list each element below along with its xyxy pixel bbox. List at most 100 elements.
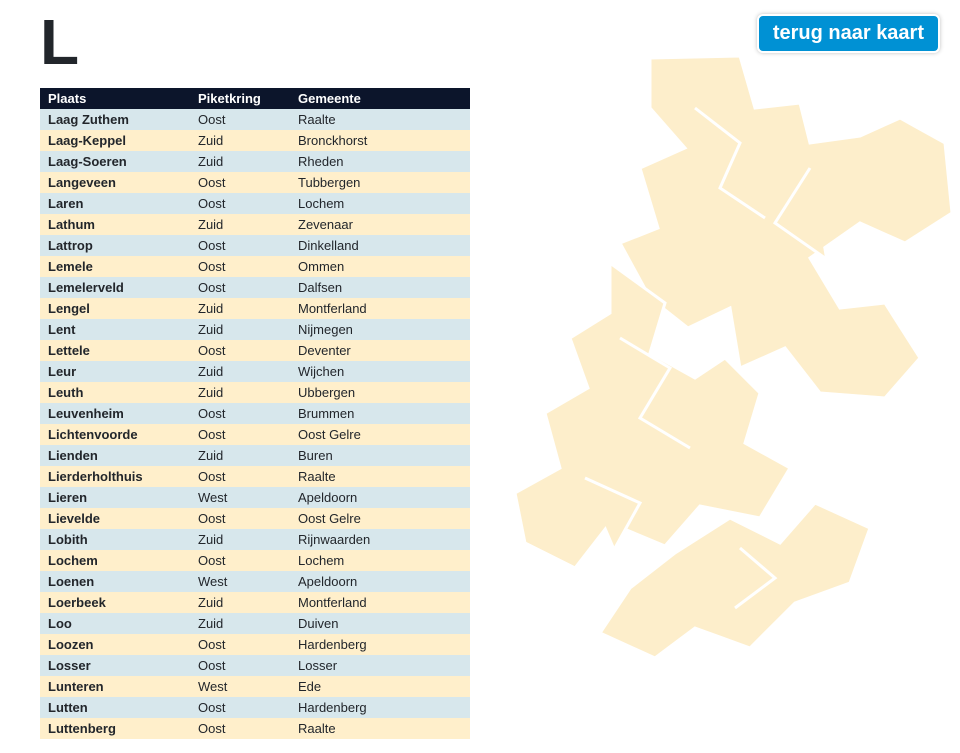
cell-gemeente: Losser [290, 655, 470, 676]
cell-gemeente: Ede [290, 676, 470, 697]
table-row: LangeveenOostTubbergen [40, 172, 470, 193]
page: L terug naar kaart Plaats Piketkring Gem… [0, 0, 960, 750]
cell-plaats: Lettele [40, 340, 190, 361]
cell-piketkring: Oost [190, 634, 290, 655]
map-svg [490, 48, 960, 748]
cell-piketkring: West [190, 487, 290, 508]
table-row: LunterenWestEde [40, 676, 470, 697]
cell-gemeente: Raalte [290, 718, 470, 739]
cell-gemeente: Lochem [290, 193, 470, 214]
table-row: LobithZuidRijnwaarden [40, 529, 470, 550]
cell-plaats: Lieren [40, 487, 190, 508]
cell-piketkring: Oost [190, 424, 290, 445]
back-to-map-button[interactable]: terug naar kaart [757, 14, 940, 53]
table-row: LentZuidNijmegen [40, 319, 470, 340]
places-table: Plaats Piketkring Gemeente Laag ZuthemOo… [40, 88, 470, 739]
cell-gemeente: Ubbergen [290, 382, 470, 403]
table-row: LemeleOostOmmen [40, 256, 470, 277]
cell-gemeente: Oost Gelre [290, 424, 470, 445]
col-piketkring: Piketkring [190, 88, 290, 109]
cell-plaats: Lathum [40, 214, 190, 235]
cell-gemeente: Lochem [290, 550, 470, 571]
cell-gemeente: Buren [290, 445, 470, 466]
cell-gemeente: Dinkelland [290, 235, 470, 256]
region-map [490, 48, 960, 748]
cell-piketkring: Zuid [190, 319, 290, 340]
cell-gemeente: Brummen [290, 403, 470, 424]
cell-gemeente: Montferland [290, 592, 470, 613]
cell-piketkring: Oost [190, 277, 290, 298]
cell-gemeente: Duiven [290, 613, 470, 634]
cell-plaats: Laag Zuthem [40, 109, 190, 130]
table-row: LeuthZuidUbbergen [40, 382, 470, 403]
col-plaats: Plaats [40, 88, 190, 109]
cell-plaats: Laag-Soeren [40, 151, 190, 172]
cell-gemeente: Bronckhorst [290, 130, 470, 151]
cell-piketkring: Zuid [190, 130, 290, 151]
table-row: LarenOostLochem [40, 193, 470, 214]
col-gemeente: Gemeente [290, 88, 470, 109]
cell-piketkring: West [190, 676, 290, 697]
cell-gemeente: Raalte [290, 109, 470, 130]
cell-plaats: Losser [40, 655, 190, 676]
cell-plaats: Loo [40, 613, 190, 634]
cell-plaats: Loerbeek [40, 592, 190, 613]
table-row: LieveldeOostOost Gelre [40, 508, 470, 529]
cell-piketkring: Oost [190, 508, 290, 529]
cell-gemeente: Hardenberg [290, 634, 470, 655]
cell-gemeente: Apeldoorn [290, 571, 470, 592]
cell-piketkring: Oost [190, 466, 290, 487]
cell-gemeente: Nijmegen [290, 319, 470, 340]
cell-piketkring: Zuid [190, 529, 290, 550]
cell-gemeente: Rijnwaarden [290, 529, 470, 550]
table-row: LeuvenheimOostBrummen [40, 403, 470, 424]
cell-plaats: Lent [40, 319, 190, 340]
cell-piketkring: Zuid [190, 382, 290, 403]
cell-piketkring: Oost [190, 340, 290, 361]
table-row: LetteleOostDeventer [40, 340, 470, 361]
table-row: LoozenOostHardenberg [40, 634, 470, 655]
cell-gemeente: Montferland [290, 298, 470, 319]
cell-piketkring: Oost [190, 655, 290, 676]
cell-plaats: Lengel [40, 298, 190, 319]
cell-piketkring: Zuid [190, 613, 290, 634]
cell-piketkring: Zuid [190, 592, 290, 613]
cell-piketkring: Zuid [190, 214, 290, 235]
table-row: LosserOostLosser [40, 655, 470, 676]
cell-gemeente: Dalfsen [290, 277, 470, 298]
table-row: LuttenOostHardenberg [40, 697, 470, 718]
cell-piketkring: Oost [190, 235, 290, 256]
cell-plaats: Lochem [40, 550, 190, 571]
cell-plaats: Lattrop [40, 235, 190, 256]
table-header-row: Plaats Piketkring Gemeente [40, 88, 470, 109]
cell-piketkring: West [190, 571, 290, 592]
table-row: LierderholthuisOostRaalte [40, 466, 470, 487]
table-row: LengelZuidMontferland [40, 298, 470, 319]
cell-plaats: Lunteren [40, 676, 190, 697]
table-row: Laag ZuthemOostRaalte [40, 109, 470, 130]
table-row: LemelerveldOostDalfsen [40, 277, 470, 298]
cell-gemeente: Rheden [290, 151, 470, 172]
cell-plaats: Lierderholthuis [40, 466, 190, 487]
table-row: LierenWestApeldoorn [40, 487, 470, 508]
cell-gemeente: Raalte [290, 466, 470, 487]
cell-plaats: Loenen [40, 571, 190, 592]
table-row: LichtenvoordeOostOost Gelre [40, 424, 470, 445]
cell-plaats: Langeveen [40, 172, 190, 193]
cell-gemeente: Deventer [290, 340, 470, 361]
cell-piketkring: Oost [190, 256, 290, 277]
cell-plaats: Laren [40, 193, 190, 214]
cell-gemeente: Oost Gelre [290, 508, 470, 529]
cell-plaats: Leur [40, 361, 190, 382]
cell-plaats: Leuvenheim [40, 403, 190, 424]
table-row: Laag-KeppelZuidBronckhorst [40, 130, 470, 151]
cell-piketkring: Zuid [190, 151, 290, 172]
cell-plaats: Lutten [40, 697, 190, 718]
cell-piketkring: Oost [190, 697, 290, 718]
cell-piketkring: Oost [190, 550, 290, 571]
cell-plaats: Lemelerveld [40, 277, 190, 298]
cell-plaats: Luttenberg [40, 718, 190, 739]
cell-plaats: Leuth [40, 382, 190, 403]
cell-gemeente: Hardenberg [290, 697, 470, 718]
table-row: LochemOostLochem [40, 550, 470, 571]
